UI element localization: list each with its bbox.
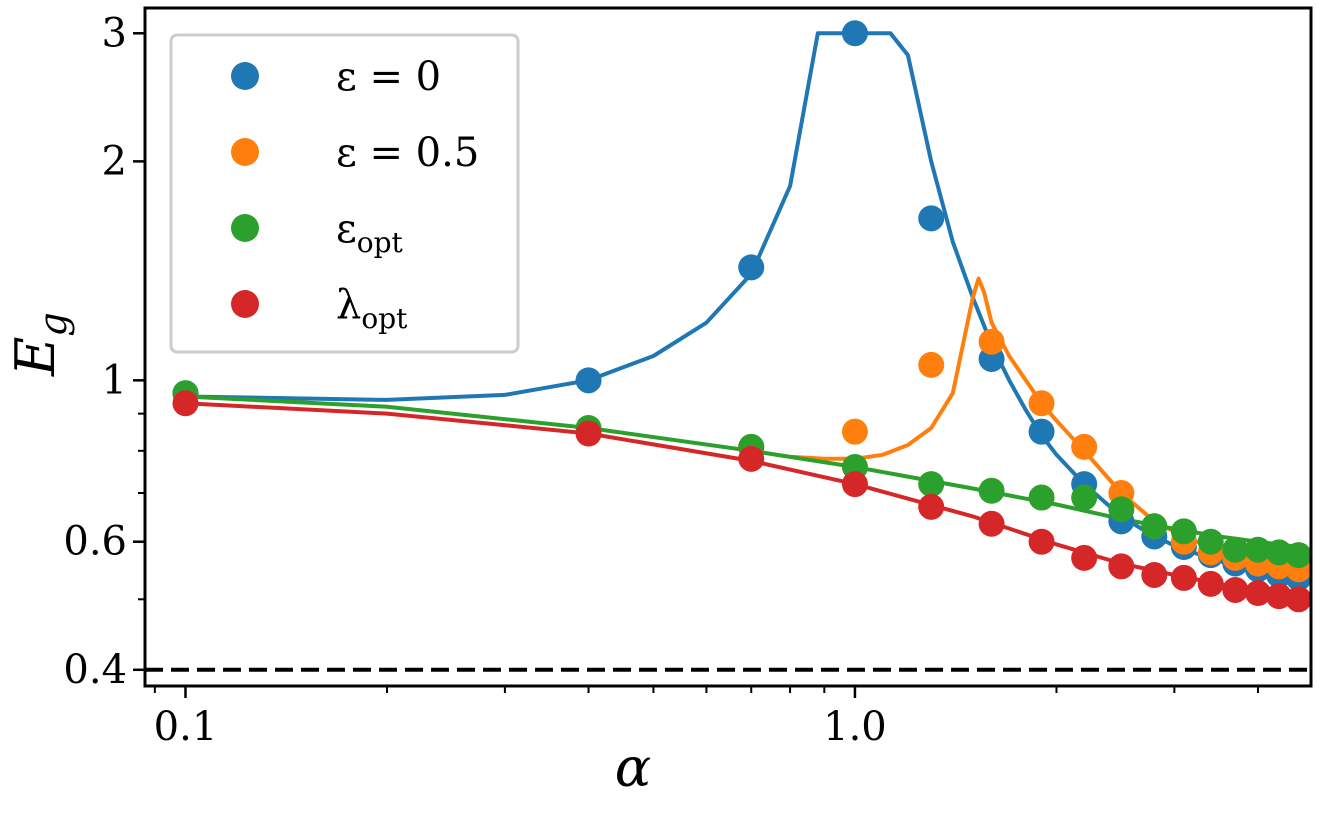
- y-tick-label-4: 3: [102, 10, 127, 56]
- y-axis-label-subscript: g: [31, 312, 75, 336]
- data-point-s0-6: [1028, 418, 1055, 445]
- legend-label-1: ε = 0.5: [336, 130, 479, 176]
- legend-marker-2: [231, 214, 259, 242]
- data-point-s3-15: [1285, 586, 1312, 613]
- legend-marker-0: [231, 62, 259, 90]
- data-point-s3-8: [1108, 553, 1135, 580]
- data-point-s2-5: [978, 477, 1005, 504]
- data-point-s3-7: [1071, 544, 1098, 571]
- data-point-s3-9: [1141, 561, 1168, 588]
- data-point-s2-4: [918, 471, 945, 498]
- legend-label-base: ε = 0: [336, 54, 441, 100]
- legend-label-subscript: opt: [357, 226, 404, 259]
- axes: 0.1 1.0 0.4 0.6 1 2 3 α Eg: [4, 10, 1259, 799]
- data-point-s3-3: [841, 471, 868, 498]
- y-tick-label-3: 2: [102, 138, 127, 184]
- data-point-s3-6: [1028, 528, 1055, 555]
- legend-label-0: ε = 0: [336, 54, 441, 100]
- legend-label-subscript: opt: [361, 302, 408, 335]
- y-axis-label-base: E: [4, 337, 67, 377]
- data-point-s2-6: [1028, 484, 1055, 511]
- x-axis-label: α: [615, 736, 651, 799]
- series-line-2: [185, 394, 1299, 549]
- legend-label-base: ε = 0.5: [336, 130, 479, 176]
- legend-label-base: λ: [336, 282, 361, 328]
- data-point-s3-0: [172, 390, 199, 417]
- plot-area: [145, 20, 1312, 672]
- x-tick-label-1: 1.0: [823, 704, 887, 750]
- data-point-s2-9: [1141, 513, 1168, 540]
- legend-frame: [169, 33, 520, 354]
- data-point-s2-14: [1266, 539, 1293, 566]
- data-point-s3-11: [1197, 570, 1224, 597]
- data-point-s2-15: [1285, 542, 1312, 569]
- data-point-s0-4: [918, 205, 945, 232]
- data-point-s3-2: [738, 445, 765, 472]
- data-point-s0-1: [575, 367, 602, 394]
- data-point-s3-1: [575, 420, 602, 447]
- legend-label-base: ε: [336, 206, 357, 252]
- y-tick-label-2: 1: [102, 357, 127, 403]
- data-point-s3-10: [1170, 564, 1197, 591]
- data-point-s1-3: [978, 328, 1005, 355]
- data-point-s2-13: [1244, 536, 1271, 563]
- x-tick-label-0: 0.1: [154, 704, 218, 750]
- data-point-s2-7: [1071, 484, 1098, 511]
- legend-marker-1: [231, 138, 259, 166]
- y-axis-label: Eg: [4, 312, 75, 377]
- legend-marker-3: [231, 290, 259, 318]
- data-point-s2-12: [1222, 536, 1249, 563]
- data-point-s3-12: [1222, 576, 1249, 603]
- legend-label-3: λopt: [336, 282, 408, 335]
- legend-label-2: εopt: [336, 206, 404, 259]
- data-point-s1-5: [1071, 433, 1098, 460]
- data-point-s1-4: [1028, 390, 1055, 417]
- data-point-s3-14: [1266, 583, 1293, 610]
- data-point-s3-4: [918, 493, 945, 520]
- data-point-s3-13: [1244, 580, 1271, 607]
- data-point-s0-3: [841, 20, 868, 47]
- data-point-s0-2: [738, 254, 765, 281]
- data-point-s1-2: [918, 351, 945, 378]
- data-point-s2-8: [1108, 496, 1135, 523]
- data-point-s2-10: [1170, 518, 1197, 545]
- y-tick-label-1: 0.6: [63, 519, 127, 565]
- data-point-s2-11: [1197, 528, 1224, 555]
- data-point-s3-5: [978, 510, 1005, 537]
- data-point-s1-1: [841, 418, 868, 445]
- y-tick-label-0: 0.4: [63, 647, 127, 693]
- plot-frame: [143, 6, 1313, 688]
